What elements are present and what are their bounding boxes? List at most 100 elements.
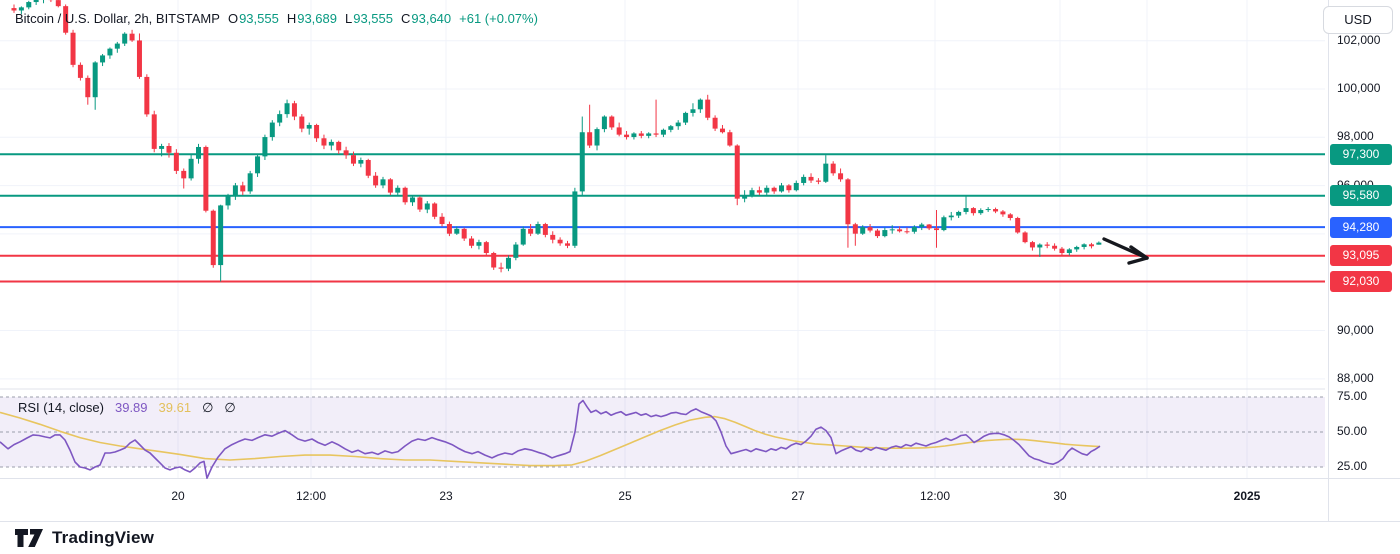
candle-body [653,133,659,135]
candle-body [675,122,681,127]
brand-name[interactable]: TradingView [52,527,155,547]
candle-body [255,156,261,174]
candle-body [963,208,969,212]
candle-body [92,62,98,98]
candle-body [1074,246,1080,250]
arrow-annotation-head [1129,245,1149,260]
candle-body [513,244,519,258]
candle-body [232,185,238,197]
candle-body [815,180,821,182]
candle-body [240,185,246,192]
candle-body [793,182,799,191]
candle-body [823,163,829,182]
candle-body [1096,242,1102,245]
price-axis-tick: 90,000 [1337,322,1374,337]
rsi-band-value-2: ∅ [224,400,236,415]
candle-body [1066,249,1072,254]
candle-body [114,43,120,49]
rsi-axis-tick: 75.00 [1337,389,1368,403]
candle-body [469,238,475,246]
candle-body [756,190,762,193]
candle-body [1037,244,1043,248]
candle-body [483,242,489,254]
rsi-band-value-1: ∅ [202,400,214,415]
candle-body [956,211,962,216]
candle-body [432,203,438,217]
currency-toggle-button[interactable]: USD [1323,6,1393,34]
candle-body [461,228,467,239]
candle-body [373,175,379,186]
candle-body [808,176,814,181]
candle-body [196,146,201,159]
candle-body [446,224,452,234]
candle-body [860,227,866,234]
price-axis-tick: 102,000 [1337,32,1381,47]
tradingview-logo-icon[interactable] [14,527,44,548]
candle-body [129,33,135,41]
time-axis-tick: 23 [439,489,453,503]
time-axis-tick: 20 [171,489,185,503]
candle-body [343,150,349,156]
candle-body [395,187,401,193]
candle-body [18,7,24,11]
candle-body [100,55,106,63]
candle-body [712,117,718,129]
candle-body [616,127,622,135]
candle-body [904,231,910,233]
candle-body [410,197,416,203]
candle-body [1044,244,1050,246]
price-level-label: 94,280 [1330,216,1392,238]
candle-body [764,187,770,193]
candle-body [1081,244,1087,247]
candle-body [505,257,511,269]
candle-body [402,187,408,203]
symbol-title[interactable]: Bitcoin / U.S. Dollar, 2h, BITSTAMP [15,11,220,26]
candle-body [542,224,548,235]
candle-body [742,195,748,199]
time-axis-tick: 27 [791,489,805,503]
candle-body [136,40,142,77]
time-axis-tick: 12:00 [295,489,327,503]
footer: TradingView [14,527,154,548]
candle-body [557,239,563,244]
arrow-annotation-head [1127,256,1149,265]
candle-body [291,103,297,117]
candle-body [882,230,888,237]
candle-body [454,228,460,234]
candle-body [874,230,880,237]
candle-body [683,112,689,123]
candle-body [646,133,652,136]
time-axis-tick: 12:00 [919,489,951,503]
candle-body [941,217,947,231]
candle-body [476,242,482,246]
candle-body [77,64,83,78]
candle-body [159,146,165,149]
time-axis-tick: 25 [618,489,632,503]
candle-body [11,8,17,11]
candle-body [727,132,733,146]
candle-body [1029,242,1035,248]
candle-body [970,208,976,214]
candle-body [277,114,283,123]
candle-body [491,253,497,268]
candle-body [284,103,290,115]
candle-body [948,215,954,218]
candle-body [631,133,637,138]
rsi-legend-title[interactable]: RSI (14, close) [18,400,104,415]
candle-body [993,209,999,212]
candle-body [786,185,792,191]
candle-body [299,116,305,129]
candle-body [749,190,755,196]
candle-body [314,124,320,139]
candle-body [520,228,526,245]
candle-body [1007,214,1013,218]
candle-body [70,32,76,65]
candle-body [225,196,231,206]
rsi-ma-line [0,411,1101,467]
candle-body [889,229,895,231]
candle-body [690,109,696,113]
candle-body [565,243,570,246]
candle-body [919,224,925,227]
